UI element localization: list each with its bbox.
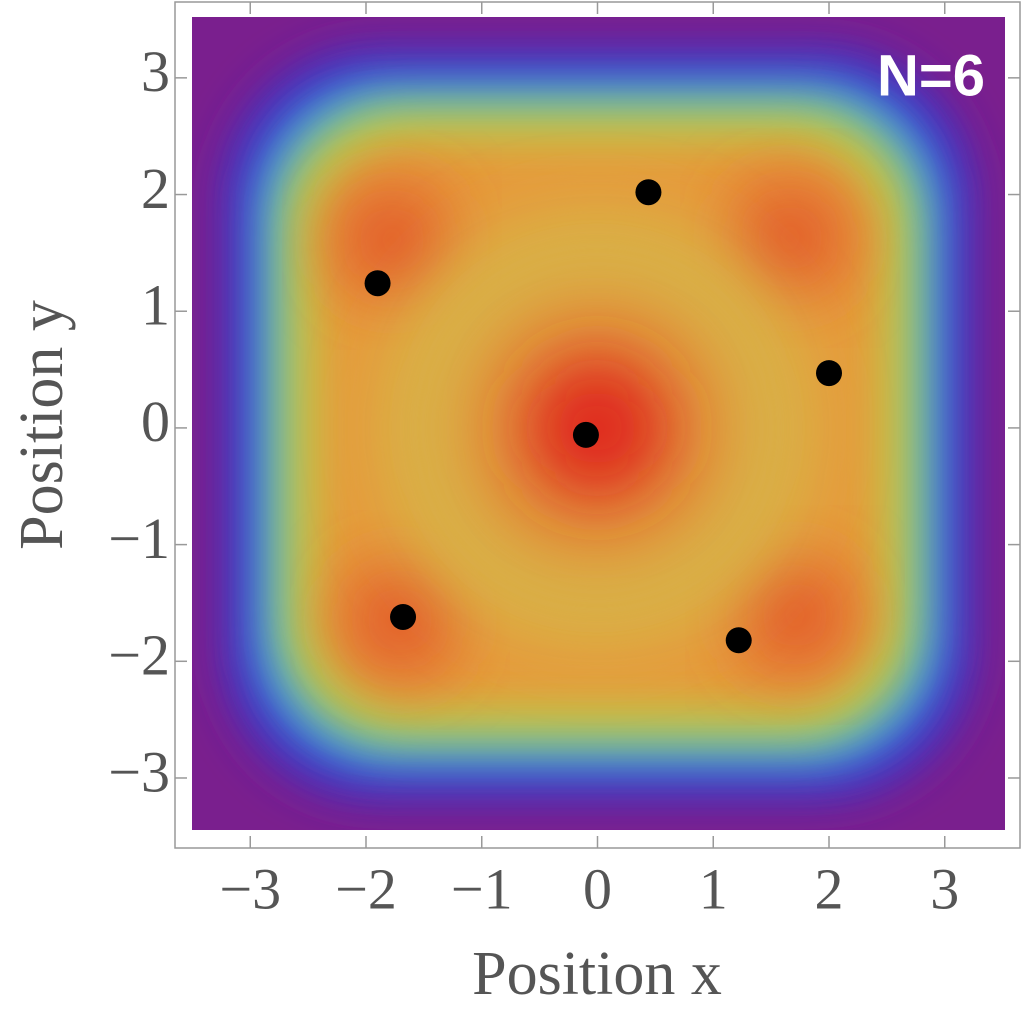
point [816,360,843,387]
x-tick-label: −3 [219,856,281,921]
y-tick-label: 1 [141,273,170,338]
y-tick-label: 3 [141,39,170,104]
point [572,421,599,448]
y-tick-label: 0 [141,389,170,454]
x-tick-label: −2 [335,856,397,921]
x-tick-label: 3 [930,856,959,921]
y-tick-label: 2 [141,156,170,221]
y-tick-label: −1 [108,506,170,571]
x-tick-label: 1 [699,856,728,921]
point [725,627,752,654]
annotation: N=6 [877,43,985,108]
x-axis-title: Position x [472,940,722,1008]
point [390,603,417,630]
point [635,179,662,206]
x-tick-label: −1 [451,856,513,921]
y-tick-label: −2 [108,623,170,688]
density-map [192,17,1005,830]
y-axis-title: Position y [8,300,76,550]
y-tick-label: −3 [108,739,170,804]
x-tick-label: 0 [583,856,612,921]
x-tick-label: 2 [815,856,844,921]
point [364,270,391,297]
